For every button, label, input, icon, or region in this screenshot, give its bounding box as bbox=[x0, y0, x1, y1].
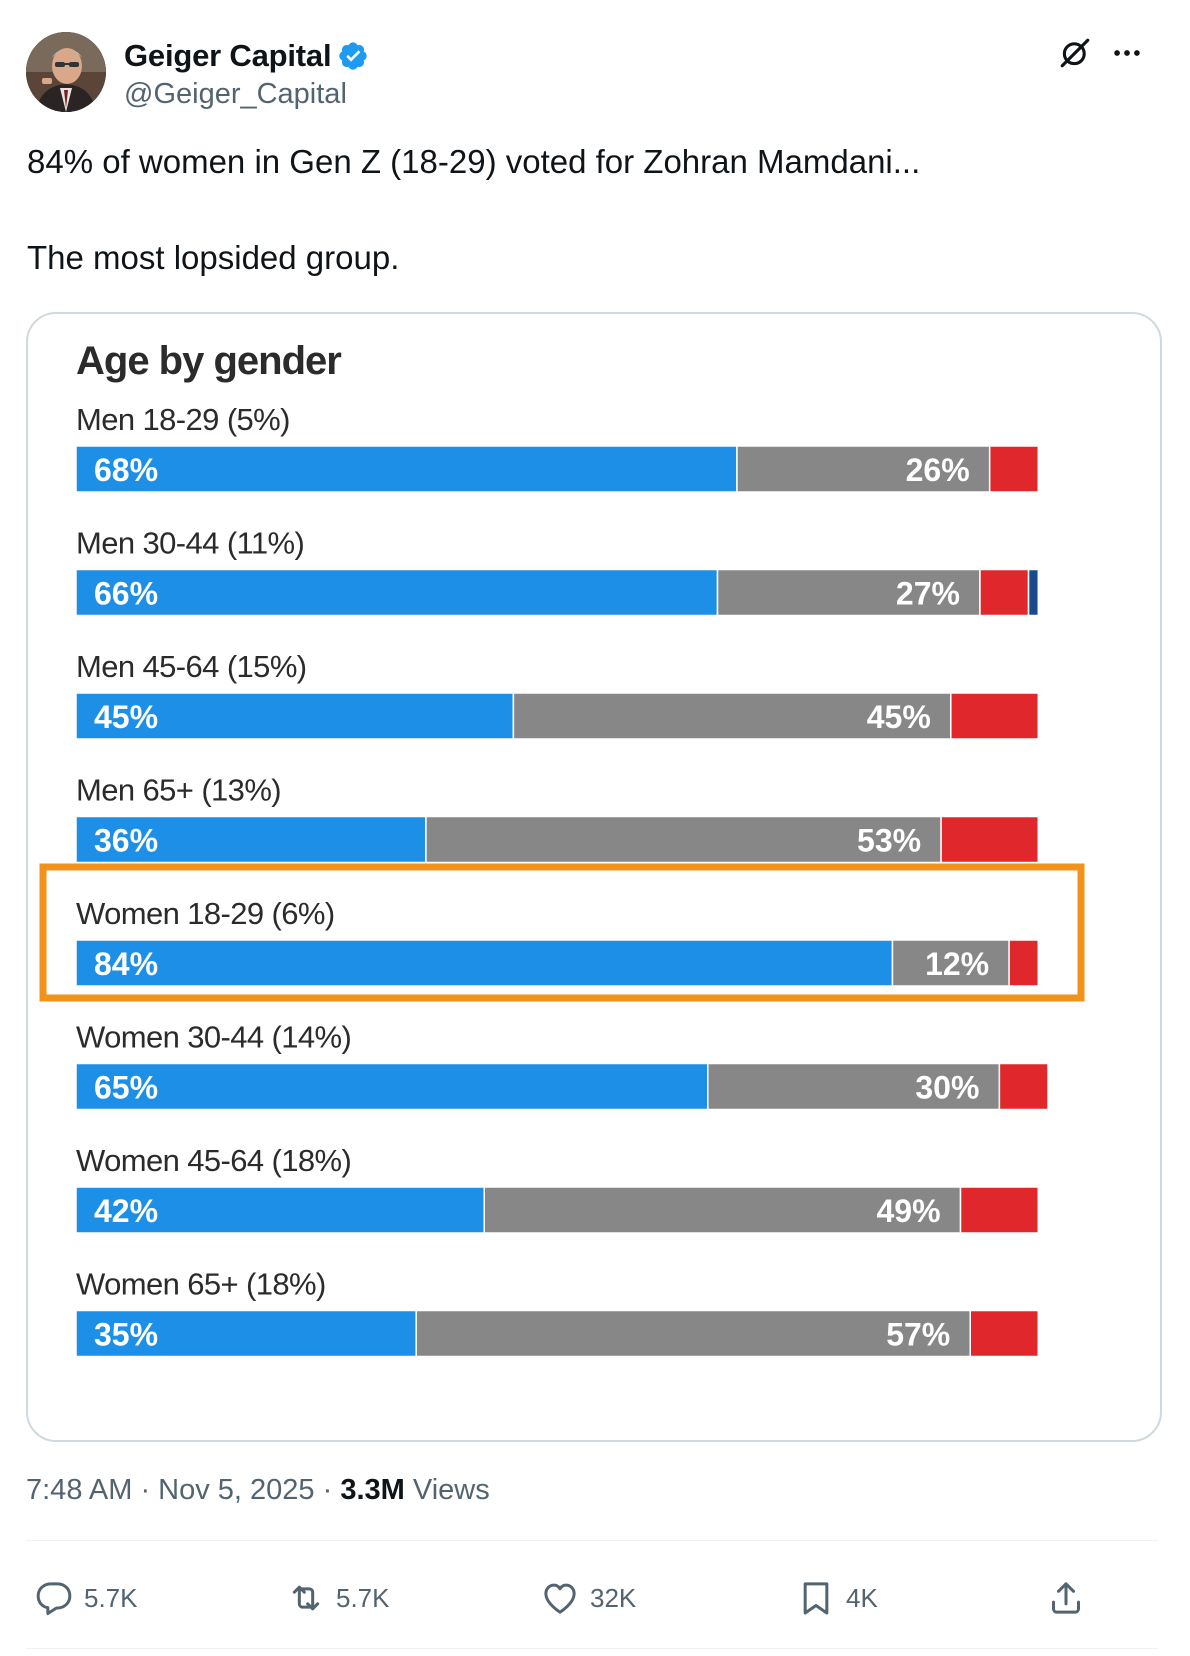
reply-button[interactable]: 5.7K bbox=[34, 1568, 138, 1628]
bar-label-cuomo: 26% bbox=[906, 452, 970, 488]
chart-title: Age by gender bbox=[76, 339, 341, 383]
bar-segment-mamdani bbox=[75, 692, 515, 740]
bar-label-mamdani: 42% bbox=[94, 1193, 158, 1229]
bar-label-mamdani: 45% bbox=[94, 699, 158, 735]
highlight-box bbox=[39, 863, 1085, 1002]
bar-segment-mamdani bbox=[75, 1062, 709, 1111]
bar-segment-sliwa bbox=[998, 1062, 1049, 1111]
meta-separator: · bbox=[322, 1474, 333, 1506]
reply-count: 5.7K bbox=[84, 1582, 138, 1613]
author-handle[interactable]: @Geiger_Capital bbox=[124, 78, 347, 110]
share-button[interactable] bbox=[1046, 1568, 1096, 1628]
grok-icon[interactable] bbox=[1058, 36, 1092, 75]
post-header: Geiger Capital @Geiger_Capital bbox=[26, 32, 1166, 116]
bar-label-cuomo: 45% bbox=[867, 699, 931, 735]
chart-svg: Age by gender Men 18-29 (5%) 68% 26% Men 30-… bbox=[39, 339, 1085, 1358]
bar-segment-sliwa bbox=[988, 445, 1040, 493]
bar-segment-cuomo bbox=[707, 1062, 1001, 1111]
bar-segment-cuomo bbox=[415, 1309, 971, 1358]
views-label: Views bbox=[412, 1474, 490, 1506]
bar-segment-sliwa bbox=[940, 815, 1040, 864]
post-text: 84% of women in Gen Z (18-29) voted for … bbox=[27, 140, 1147, 280]
divider-top bbox=[26, 1540, 1158, 1541]
verified-badge-icon[interactable] bbox=[337, 40, 369, 72]
display-name[interactable]: Geiger Capital bbox=[124, 38, 332, 73]
bar-segment-mamdani bbox=[75, 939, 894, 987]
bar-segment-cuomo bbox=[716, 568, 981, 617]
divider-bottom bbox=[26, 1648, 1158, 1649]
heart-icon bbox=[544, 1583, 576, 1614]
row-label: Women 30-44 (14%) bbox=[76, 1020, 351, 1055]
post-timestamp[interactable]: 7:48 AM · Nov 5, 2025 bbox=[26, 1474, 315, 1506]
repost-count: 5.7K bbox=[336, 1582, 390, 1613]
reply-icon bbox=[36, 1582, 72, 1615]
header-actions bbox=[1058, 36, 1144, 75]
post-meta: 7:48 AM · Nov 5, 2025 · 3.3M Views bbox=[26, 1474, 490, 1507]
bar-segment-sliwa bbox=[959, 1186, 1040, 1234]
bar-label-mamdani: 65% bbox=[94, 1070, 158, 1106]
bar-label-mamdani: 84% bbox=[94, 946, 158, 982]
post-media-image[interactable]: Age by gender Men 18-29 (5%) 68% 26% Men 30-… bbox=[26, 312, 1162, 1442]
row-label: Men 18-29 (5%) bbox=[76, 402, 290, 437]
bar-segment-cuomo bbox=[425, 815, 942, 864]
bar-segment-sliwa bbox=[979, 568, 1030, 617]
bar-segment-cuomo bbox=[483, 1186, 962, 1234]
row-label: Men 30-44 (11%) bbox=[76, 526, 304, 561]
repost-button[interactable]: 5.7K bbox=[286, 1568, 390, 1628]
bar-label-mamdani: 36% bbox=[94, 823, 158, 859]
more-options-icon[interactable] bbox=[1110, 36, 1144, 75]
bookmark-icon bbox=[803, 1582, 829, 1615]
bookmark-count: 4K bbox=[846, 1582, 878, 1613]
bar-segment-sliwa bbox=[1008, 939, 1040, 987]
bar-label-cuomo: 27% bbox=[896, 576, 960, 612]
avatar-image bbox=[26, 32, 106, 112]
bar-segment-mamdani bbox=[75, 445, 738, 493]
bar-segment-mamdani bbox=[75, 1309, 417, 1358]
bar-segment-cuomo bbox=[512, 692, 952, 740]
bar-segment-mamdani bbox=[75, 815, 427, 864]
bar-label-mamdani: 35% bbox=[94, 1317, 158, 1353]
bar-label-mamdani: 68% bbox=[94, 452, 158, 488]
row-label: Women 65+ (18%) bbox=[76, 1267, 326, 1302]
bar-segment-sliwa bbox=[950, 692, 1040, 740]
row-label: Men 45-64 (15%) bbox=[76, 649, 307, 684]
avatar[interactable] bbox=[26, 32, 106, 112]
bar-label-mamdani: 66% bbox=[94, 576, 158, 612]
repost-icon bbox=[292, 1585, 320, 1611]
bar-label-cuomo: 57% bbox=[886, 1317, 950, 1353]
bar-label-cuomo: 12% bbox=[925, 946, 989, 982]
bar-segment-sliwa bbox=[969, 1309, 1040, 1358]
share-icon bbox=[1052, 1582, 1080, 1614]
views-count: 3.3M bbox=[340, 1474, 405, 1506]
author-block: Geiger Capital @Geiger_Capital bbox=[124, 36, 369, 111]
bar-segment-mamdani bbox=[75, 568, 719, 617]
post-text-line-1: 84% of women in Gen Z (18-29) voted for … bbox=[27, 143, 921, 180]
row-label: Men 65+ (13%) bbox=[76, 773, 281, 808]
bar-segment-other bbox=[1027, 568, 1040, 617]
like-count: 32K bbox=[590, 1582, 637, 1613]
row-label: Women 18-29 (6%) bbox=[76, 896, 335, 931]
bar-label-cuomo: 30% bbox=[915, 1070, 979, 1106]
bar-label-cuomo: 53% bbox=[857, 823, 921, 859]
bar-label-cuomo: 49% bbox=[876, 1193, 940, 1229]
action-bar: 5.7K 5.7K 32K 4K bbox=[26, 1568, 1158, 1628]
row-label: Women 45-64 (18%) bbox=[76, 1143, 351, 1178]
bookmark-button[interactable]: 4K bbox=[796, 1568, 878, 1628]
post-text-line-2: The most lopsided group. bbox=[27, 239, 400, 276]
like-button[interactable]: 32K bbox=[540, 1568, 636, 1628]
